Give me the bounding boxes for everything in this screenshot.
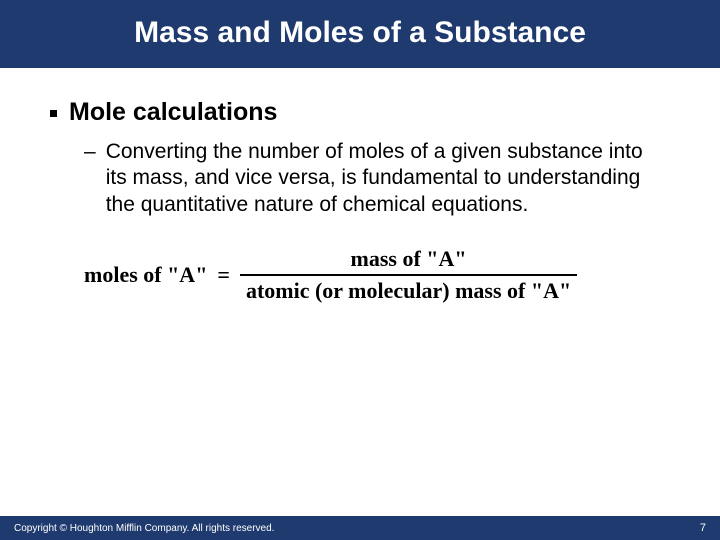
slide-body: Mole calculations – Converting the numbe… — [0, 68, 720, 540]
bullet-level-1: Mole calculations — [50, 98, 670, 127]
equation-left: moles of "A" — [84, 262, 207, 288]
bullet-dot-icon — [50, 110, 57, 117]
slide: Mass and Moles of a Substance Mole calcu… — [0, 0, 720, 540]
footer-page-number: 7 — [700, 522, 706, 534]
equation-equals: = — [217, 262, 230, 288]
bullet-level-2: – Converting the number of moles of a gi… — [84, 139, 670, 218]
equation-fraction: mass of "A" atomic (or molecular) mass o… — [240, 244, 577, 306]
footer-band: Copyright © Houghton Mifflin Company. Al… — [0, 516, 720, 540]
bullet-dash-icon: – — [84, 139, 96, 165]
equation-denominator: atomic (or molecular) mass of "A" — [240, 276, 577, 306]
bullet-level-1-text: Mole calculations — [69, 98, 277, 127]
bullet-level-2-text: Converting the number of moles of a give… — [106, 139, 646, 218]
footer-copyright: Copyright © Houghton Mifflin Company. Al… — [14, 523, 274, 534]
slide-title: Mass and Moles of a Substance — [40, 16, 680, 50]
title-band: Mass and Moles of a Substance — [0, 0, 720, 68]
equation: moles of "A" = mass of "A" atomic (or mo… — [84, 244, 670, 306]
equation-numerator: mass of "A" — [345, 244, 473, 274]
